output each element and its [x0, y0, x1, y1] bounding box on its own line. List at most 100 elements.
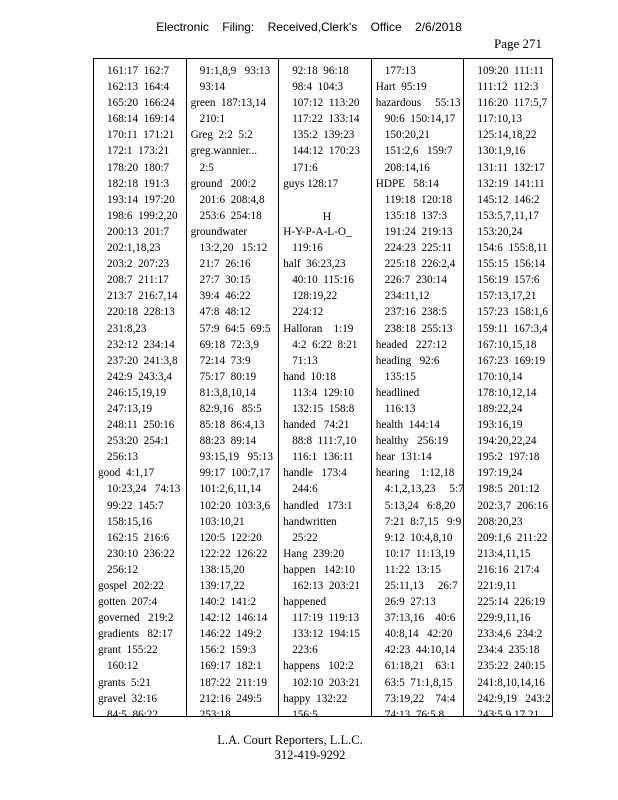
index-page-refs: 98:4 104:3 — [292, 81, 344, 94]
index-entry: greg.wannier... — [190, 145, 258, 158]
index-entry: handwritten — [283, 515, 337, 528]
index-page-refs: 84:5 86:22 — [107, 708, 158, 716]
index-entry: heading 92:6 — [375, 354, 440, 367]
index-page-refs: 102:10 203:21 — [292, 676, 360, 689]
index-page-refs: 90:6 150:14,17 — [384, 113, 456, 126]
index-page-refs: 47:8 48:12 — [199, 306, 251, 319]
index-page-refs: 119:16 — [292, 242, 323, 255]
index-entry: headlined — [375, 386, 420, 399]
index-page-refs: 131:11 132:17 — [477, 161, 545, 174]
index-page-refs: 116:13 — [384, 402, 416, 415]
index-entry: handle 173:4 — [283, 467, 347, 480]
index-page-refs: 11:22 13:15 — [384, 563, 441, 576]
index-page-refs: 208:14,16 — [384, 161, 430, 174]
index-page-refs: 135:2 139:23 — [292, 129, 355, 142]
index-page-refs: 111:12 112:3 — [477, 81, 539, 94]
index-page-refs: 128:19,22 — [292, 290, 338, 303]
index-page-refs: 120:5 122:20 — [199, 531, 262, 544]
index-page-refs: 203:2 207:23 — [107, 258, 170, 271]
index-page-refs: 237:16 238:5 — [384, 306, 447, 319]
index-entry: Halloran 1:19 — [283, 322, 354, 335]
index-entry: HDPE 58:14 — [375, 177, 439, 190]
page-number: Page 271 — [494, 36, 543, 51]
index-column: 109:20 111:11 111:12 112:3 116:20 117:5,7 1… — [463, 59, 552, 716]
index-page-refs: 154:6 155:8,11 — [477, 242, 548, 255]
index-page-refs: 235:22 240:15 — [477, 660, 546, 673]
index-page-refs: 256:13 — [107, 451, 139, 464]
index-page-refs: 119:18 120:18 — [384, 193, 453, 206]
index-entry: health 144:14 — [375, 419, 440, 432]
index-page-refs: 157:23 158:1,6 — [477, 306, 548, 319]
index-page-refs: 167:23 169:19 — [477, 354, 546, 367]
index-page-refs: 242:9 243:3,4 — [107, 370, 172, 383]
index-page-refs: 4:2 6:22 8:21 — [292, 338, 358, 351]
index-page-refs: 225:18 226:2,4 — [384, 258, 456, 271]
index-page-refs: 63:5 71:1,8,15 — [384, 676, 453, 689]
index-page-refs: 256:12 — [107, 563, 139, 576]
index-entry: hear 131:14 — [375, 451, 432, 464]
index-page-refs: 153:20,24 — [477, 225, 523, 238]
index-page-refs: 116:20 117:5,7 — [477, 97, 548, 110]
index-page-refs: 117:19 119:13 — [292, 612, 360, 625]
index-page-refs: 169:17 182:1 — [199, 660, 262, 673]
index-page-refs: 99:22 145:7 — [107, 499, 164, 512]
index-page-refs: 151:2,6 159:7 — [384, 145, 453, 158]
index-page-refs: 187:22 211:19 — [199, 676, 267, 689]
index-page-refs: 253:18 — [199, 708, 231, 716]
index-page-refs: 170:11 171:21 — [107, 129, 175, 142]
footer-company: L.A. Court Reporters, L.L.C. — [217, 733, 363, 747]
index-page-refs: 238:18 255:13 — [384, 322, 453, 335]
index-page-refs: 212:16 249:5 — [199, 692, 262, 705]
index-page-refs: 182:18 191:3 — [107, 177, 170, 190]
index-entry: groundwater — [190, 225, 248, 238]
index-page-refs: 157:13,17,21 — [477, 290, 537, 303]
index-page-refs: 165:20 166:24 — [107, 97, 175, 110]
index-entry: grant 155:22 — [98, 644, 158, 657]
index-page-refs: 202:3,7 206:16 — [477, 499, 548, 512]
index-column: 92:18 96:18 98:4 104:3 107:12 113:20 117:22… — [278, 59, 371, 716]
index-page-refs: 225:14 226:19 — [477, 596, 546, 609]
index-page-refs: 189:22,24 — [477, 402, 523, 415]
index-page-refs: 216:16 217:4 — [477, 563, 540, 576]
index-page-refs: 213:7 216:7,14 — [107, 290, 178, 303]
index-entry: healthy 256:19 — [375, 435, 449, 448]
index-column: 161:17 162:7 162:13 164:4 165:20 166:24 168… — [94, 59, 186, 716]
index-page-refs: 25:11,13 26:7 — [384, 580, 458, 592]
index-page-refs: 99:17 100:7,17 — [199, 467, 271, 480]
index-page-refs: 81:3,8,10,14 — [199, 386, 256, 399]
section-letter: H — [322, 208, 332, 223]
index-page-refs: 200:13 201:7 — [107, 225, 170, 238]
index-entry: Hang 239:20 — [283, 547, 345, 560]
index-page-refs: 237:20 241:3,8 — [107, 354, 178, 367]
index-page-refs: 135:18 137:3 — [384, 209, 447, 222]
index-page-refs: 93:14 — [199, 81, 226, 94]
index-entry: half 36:23,23 — [283, 258, 346, 271]
index-page-refs: 167:10,15,18 — [477, 338, 537, 351]
index-page-refs: 208:20,23 — [477, 515, 523, 528]
index-page-refs: 88:23 89:14 — [199, 435, 257, 448]
index-page-refs: 135:15 — [384, 370, 416, 383]
index-page-refs: 191:24 219:13 — [384, 225, 453, 238]
index-page-refs: 72:14 73:9 — [199, 354, 251, 367]
index-page-refs: 170:10,14 — [477, 370, 523, 383]
index-page-refs: 253:6 254:18 — [199, 209, 262, 222]
index-page-refs: 74:13 76:5,8 — [384, 708, 445, 716]
index-page-refs: 208:7 211:17 — [107, 274, 169, 287]
index-page-refs: 172:1 173:21 — [107, 145, 170, 158]
index-page-refs: 93:15,19 95:13 — [199, 451, 273, 464]
index-entry: hand 10:18 — [283, 370, 337, 383]
word-index-table: 161:17 162:7 162:13 164:4 165:20 166:24 168… — [93, 58, 553, 717]
index-entry: happened — [283, 596, 327, 609]
index-entry: Greg 2:2 5:2 — [190, 129, 253, 142]
index-page-refs: 140:2 141:2 — [199, 596, 257, 609]
index-entry: guys 128:17 — [283, 177, 339, 190]
index-page-refs: 244:6 — [292, 483, 318, 496]
index-page-refs: 26:9 27:13 — [384, 596, 436, 609]
index-page-refs: 221:9,11 — [477, 580, 517, 592]
index-page-refs: 150:20,21 — [384, 129, 430, 142]
index-page-refs: 13:2,20 15:12 — [199, 242, 268, 255]
index-page-refs: 193:16,19 — [477, 419, 523, 432]
index-page-refs: 241:8,10,14,16 — [477, 676, 545, 689]
index-entry: happy 132:22 — [283, 692, 348, 705]
